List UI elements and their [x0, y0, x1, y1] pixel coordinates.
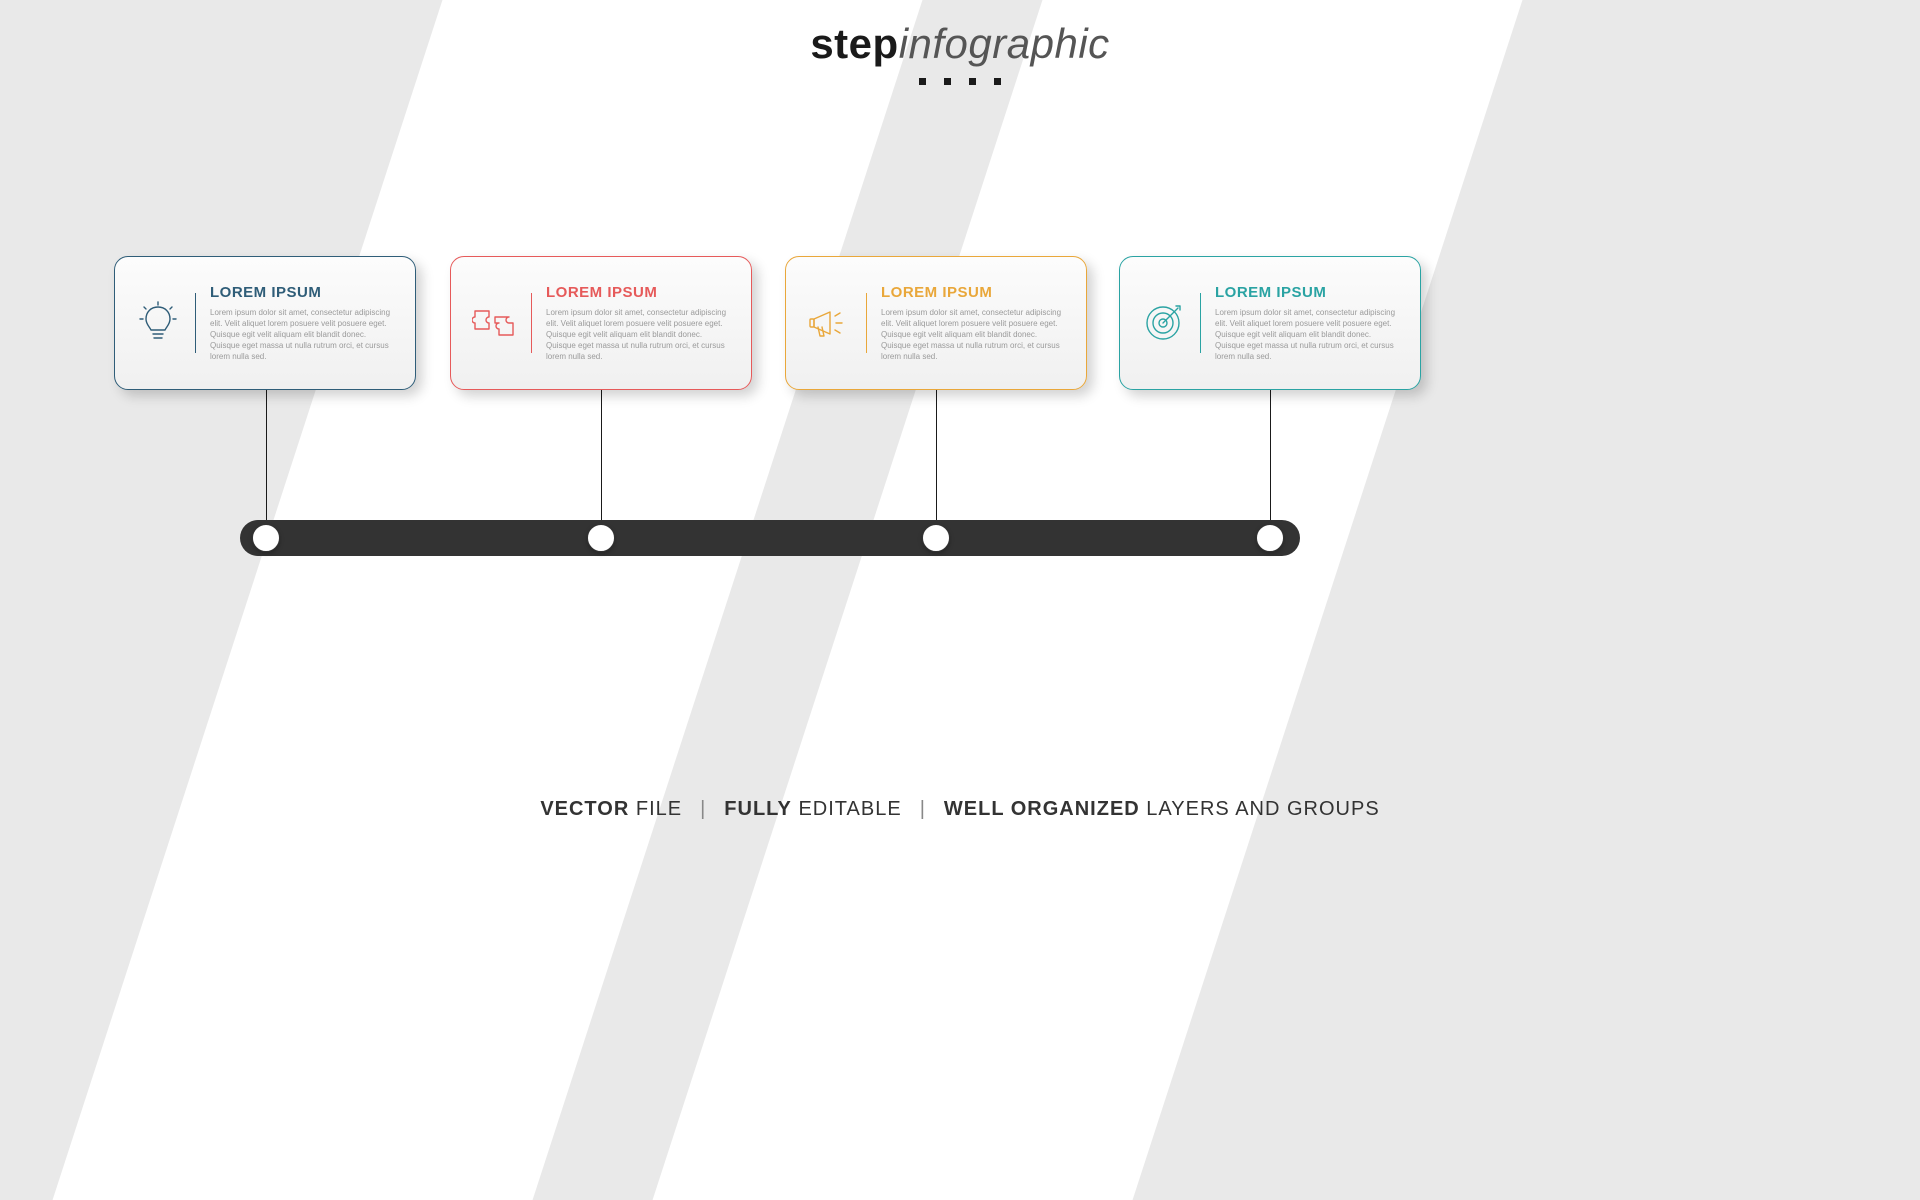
card-divider [195, 293, 196, 353]
card-body: Lorem ipsum dolor sit amet, consectetur … [881, 307, 1068, 363]
connector-line [266, 390, 267, 525]
footer-separator: | [700, 798, 706, 820]
card-content: LOREM IPSUM Lorem ipsum dolor sit amet, c… [1215, 284, 1402, 363]
card-heading: LOREM IPSUM [1215, 284, 1402, 301]
page-title: stepinfographic [0, 20, 1920, 68]
step-card-3: LOREM IPSUM Lorem ipsum dolor sit amet, c… [785, 256, 1087, 390]
connector-line [936, 390, 937, 525]
header: stepinfographic [0, 20, 1920, 85]
footer: VECTOR FILE | FULLY EDITABLE | WELL ORGANIZE… [0, 798, 1920, 821]
step-card-1: LOREM IPSUM Lorem ipsum dolor sit amet, c… [114, 256, 416, 390]
timeline-node-3 [922, 524, 950, 552]
title-light: infographic [899, 20, 1110, 67]
connector-line [1270, 390, 1271, 525]
card-content: LOREM IPSUM Lorem ipsum dolor sit amet, c… [881, 284, 1068, 363]
title-bold: step [810, 20, 898, 67]
timeline-node-2 [587, 524, 615, 552]
footer-strong: WELL ORGANIZED [944, 798, 1140, 820]
puzzle-icon [465, 307, 523, 339]
card-body: Lorem ipsum dolor sit amet, consectetur … [1215, 307, 1402, 363]
connector-line [601, 390, 602, 525]
card-content: LOREM IPSUM Lorem ipsum dolor sit amet, c… [210, 284, 397, 363]
footer-light: LAYERS AND GROUPS [1140, 798, 1380, 820]
title-dots [0, 78, 1920, 85]
step-card-4: LOREM IPSUM Lorem ipsum dolor sit amet, c… [1119, 256, 1421, 390]
timeline-bar [240, 520, 1300, 556]
card-content: LOREM IPSUM Lorem ipsum dolor sit amet, c… [546, 284, 733, 363]
card-body: Lorem ipsum dolor sit amet, consectetur … [546, 307, 733, 363]
step-card-2: LOREM IPSUM Lorem ipsum dolor sit amet, c… [450, 256, 752, 390]
card-heading: LOREM IPSUM [210, 284, 397, 301]
timeline-node-4 [1256, 524, 1284, 552]
card-divider [866, 293, 867, 353]
card-heading: LOREM IPSUM [546, 284, 733, 301]
lightbulb-icon [129, 301, 187, 345]
card-divider [531, 293, 532, 353]
card-body: Lorem ipsum dolor sit amet, consectetur … [210, 307, 397, 363]
footer-light: EDITABLE [792, 798, 902, 820]
footer-light: FILE [629, 798, 682, 820]
megaphone-icon [800, 306, 858, 340]
footer-separator: | [920, 798, 926, 820]
footer-strong: FULLY [724, 798, 792, 820]
footer-strong: VECTOR [540, 798, 629, 820]
target-icon [1134, 302, 1192, 344]
timeline-node-1 [252, 524, 280, 552]
card-heading: LOREM IPSUM [881, 284, 1068, 301]
card-divider [1200, 293, 1201, 353]
